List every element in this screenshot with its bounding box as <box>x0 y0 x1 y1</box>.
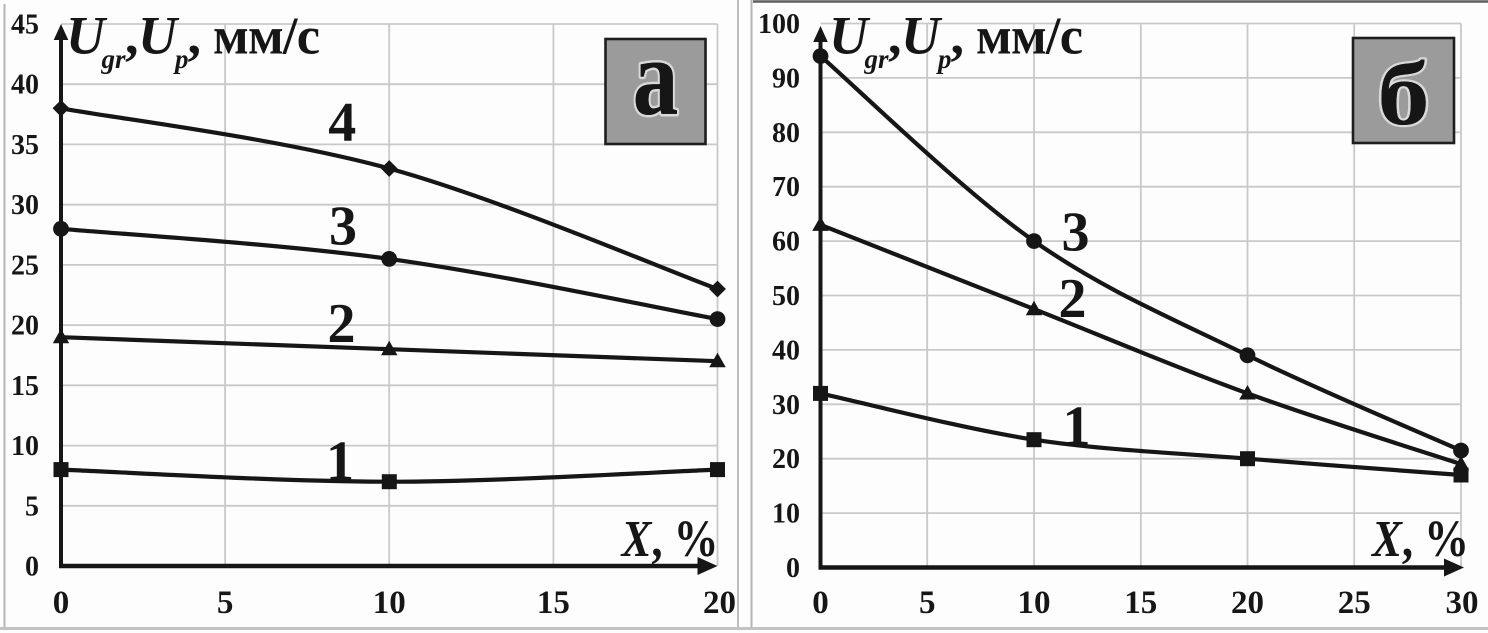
svg-text:0: 0 <box>812 585 829 621</box>
svg-text:а: а <box>633 16 679 137</box>
svg-text:25: 25 <box>1338 585 1371 621</box>
svg-text:30: 30 <box>772 390 800 421</box>
svg-text:2: 2 <box>328 293 356 355</box>
svg-text:10: 10 <box>11 431 39 462</box>
svg-text:мм/с: мм/с <box>213 8 319 66</box>
svg-text:10: 10 <box>772 499 800 530</box>
svg-text:3: 3 <box>1062 202 1090 264</box>
svg-text:30: 30 <box>11 190 39 221</box>
svg-text:20: 20 <box>11 311 39 342</box>
svg-text:10: 10 <box>373 585 406 621</box>
svg-text:15: 15 <box>11 371 39 402</box>
svg-text:б: б <box>1377 45 1429 145</box>
svg-text:45: 45 <box>11 10 39 41</box>
svg-text:1: 1 <box>1063 396 1091 458</box>
svg-text:100: 100 <box>758 9 800 40</box>
svg-text:0: 0 <box>786 553 800 584</box>
svg-text:мм/с: мм/с <box>976 8 1082 66</box>
svg-text:,: , <box>951 6 965 66</box>
svg-text:70: 70 <box>772 172 800 203</box>
svg-text:gr: gr <box>864 44 890 74</box>
svg-text:U: U <box>66 6 108 66</box>
svg-text:p: p <box>173 44 189 74</box>
svg-text:20: 20 <box>772 444 800 475</box>
svg-text:gr: gr <box>101 44 127 74</box>
svg-text:X, %: X, % <box>1370 511 1469 568</box>
svg-text:4: 4 <box>328 92 356 154</box>
svg-text:20: 20 <box>1231 585 1264 621</box>
svg-text:5: 5 <box>919 585 936 621</box>
svg-text:40: 40 <box>772 335 800 366</box>
svg-text:80: 80 <box>772 118 800 149</box>
svg-text:U: U <box>901 6 943 66</box>
svg-text:15: 15 <box>1124 585 1157 621</box>
svg-text:p: p <box>936 44 952 74</box>
svg-text:15: 15 <box>537 585 570 621</box>
svg-text:,: , <box>188 6 202 66</box>
svg-text:,: , <box>888 6 902 66</box>
svg-text:20: 20 <box>703 585 736 621</box>
svg-text:0: 0 <box>25 552 39 583</box>
svg-text:90: 90 <box>772 63 800 94</box>
svg-text:30: 30 <box>1446 585 1479 621</box>
svg-text:5: 5 <box>25 491 39 522</box>
svg-text:3: 3 <box>329 196 357 258</box>
svg-text:2: 2 <box>1059 268 1087 330</box>
svg-text:1: 1 <box>326 431 354 493</box>
svg-text:U: U <box>829 6 871 66</box>
svg-text:5: 5 <box>217 585 234 621</box>
svg-text:,: , <box>125 6 139 66</box>
svg-text:25: 25 <box>11 250 39 281</box>
svg-text:35: 35 <box>11 130 39 161</box>
svg-text:40: 40 <box>11 70 39 101</box>
svg-text:а: а <box>633 16 679 137</box>
svg-text:10: 10 <box>1018 585 1051 621</box>
svg-text:U: U <box>138 6 180 66</box>
svg-text:50: 50 <box>772 281 800 312</box>
svg-text:60: 60 <box>772 227 800 258</box>
svg-text:X, %: X, % <box>620 511 719 568</box>
svg-text:б: б <box>1377 45 1429 145</box>
svg-text:0: 0 <box>53 585 70 621</box>
